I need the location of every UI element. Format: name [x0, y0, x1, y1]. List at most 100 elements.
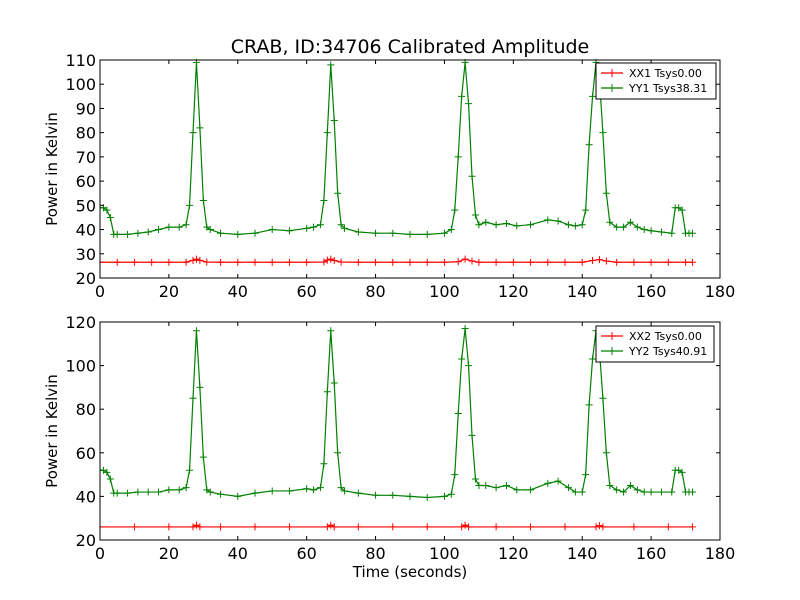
x-tick-label: 160: [636, 282, 667, 301]
point-xx2-8: [285, 523, 293, 531]
point-yy1-6: [124, 230, 132, 238]
point-yy1-47: [468, 172, 476, 180]
legend-label-yy2: YY2 Tsys40.91: [628, 345, 707, 358]
series-yy2: [100, 325, 696, 501]
legend-marker-yy2: [608, 347, 616, 355]
point-yy2-56: [554, 477, 562, 485]
point-xx1-15: [303, 258, 311, 266]
point-yy1-5: [113, 230, 121, 238]
y-tick-label: 100: [65, 357, 96, 376]
point-yy1-14: [189, 129, 197, 137]
point-xx1-11: [234, 258, 242, 266]
point-yy2-41: [447, 490, 455, 498]
point-xx2-13: [389, 523, 397, 531]
series-line-yy2: [100, 328, 693, 499]
x-tick-label: 140: [567, 282, 598, 301]
plot-area: [100, 58, 696, 266]
x-tick-label: 20: [159, 544, 179, 563]
point-yy2-42: [451, 471, 459, 479]
y-tick-label: 110: [65, 51, 96, 70]
x-tick-label: 80: [365, 282, 385, 301]
point-yy2-81: [688, 488, 696, 496]
point-yy2-47: [468, 431, 476, 439]
x-tick-label: 20: [159, 282, 179, 301]
axes-frame: [99, 321, 721, 541]
point-xx2-17: [465, 523, 473, 531]
point-yy1-22: [251, 229, 259, 237]
point-yy2-59: [578, 488, 586, 496]
point-yy2-13: [186, 466, 194, 474]
point-yy2-68: [613, 486, 621, 494]
point-yy2-15: [192, 327, 200, 335]
point-yy1-44: [458, 92, 466, 100]
point-xx1-2: [130, 258, 138, 266]
point-yy2-23: [268, 487, 276, 495]
point-yy1-30: [327, 61, 335, 69]
point-yy1-36: [372, 229, 380, 237]
point-xx1-18: [327, 255, 335, 263]
point-yy1-20: [217, 229, 225, 237]
point-yy2-11: [175, 486, 183, 494]
point-yy1-8: [144, 228, 152, 236]
point-xx2-10: [327, 521, 335, 529]
point-yy2-29: [323, 388, 331, 396]
point-yy1-34: [341, 224, 349, 232]
point-yy2-44: [458, 355, 466, 363]
point-xx1-19: [330, 257, 338, 265]
chart-panel-2: 0 20 40 60 80 100 120 140 160 18020406080100120Po…: [43, 313, 735, 581]
point-yy1-66: [602, 189, 610, 197]
point-xx1-37: [589, 257, 597, 265]
axes-frame: [99, 59, 721, 279]
point-xx1-45: [688, 258, 696, 266]
point-yy2-25: [303, 485, 311, 493]
point-yy1-41: [447, 226, 455, 234]
point-xx2-4: [192, 521, 200, 529]
point-xx2-6: [217, 523, 225, 531]
point-xx2-18: [492, 523, 500, 531]
point-yy1-11: [175, 223, 183, 231]
legend-marker-xx1: [608, 69, 616, 77]
point-yy2-5: [113, 489, 121, 497]
point-yy2-30: [327, 327, 335, 335]
point-yy2-20: [217, 490, 225, 498]
point-yy1-68: [613, 223, 621, 231]
point-yy2-39: [423, 493, 431, 501]
point-xx1-32: [509, 258, 517, 266]
point-xx1-29: [468, 257, 476, 265]
point-yy2-34: [341, 487, 349, 495]
point-yy2-32: [334, 449, 342, 457]
point-xx1-4: [165, 258, 173, 266]
x-axis-label: Time (seconds): [352, 563, 468, 581]
point-xx2-0: [100, 523, 104, 531]
point-yy1-67: [606, 218, 614, 226]
point-xx1-38: [595, 256, 603, 264]
point-yy1-72: [640, 226, 648, 234]
point-yy1-73: [647, 227, 655, 235]
point-yy1-23: [268, 226, 276, 234]
point-yy1-61: [585, 141, 593, 149]
point-yy1-3: [106, 213, 114, 221]
point-xx2-5: [196, 523, 204, 531]
series-xx2: [100, 521, 696, 531]
point-yy1-16: [196, 124, 204, 132]
point-yy1-40: [440, 229, 448, 237]
x-tick-label: 40: [228, 544, 248, 563]
point-yy2-52: [502, 482, 510, 489]
point-xx1-14: [285, 258, 293, 266]
point-yy2-78: [678, 468, 686, 476]
point-yy2-43: [454, 410, 462, 418]
point-yy1-60: [582, 206, 590, 214]
point-xx2-1: [130, 523, 138, 531]
point-xx2-3: [189, 523, 197, 531]
point-yy2-45: [461, 325, 469, 333]
point-yy1-13: [186, 201, 194, 209]
point-xx2-2: [165, 523, 173, 531]
point-yy1-74: [657, 228, 665, 236]
point-yy2-35: [354, 489, 362, 497]
point-xx2-19: [527, 523, 535, 531]
point-yy2-21: [234, 492, 242, 500]
point-yy2-37: [389, 491, 397, 499]
point-xx1-1: [113, 258, 121, 266]
point-xx1-40: [613, 258, 621, 266]
point-yy2-28: [320, 460, 328, 468]
